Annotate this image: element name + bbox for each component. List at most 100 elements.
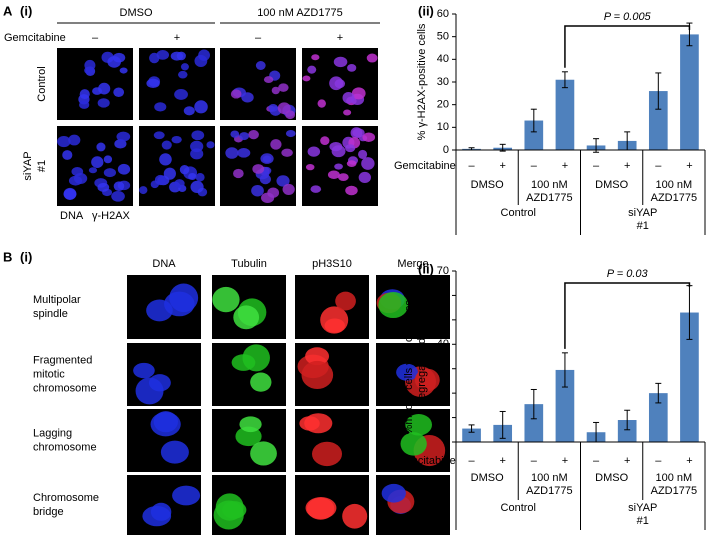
- cell: [180, 63, 189, 71]
- cell: [88, 167, 98, 174]
- group-label: 100 nM: [531, 179, 568, 191]
- cell: [366, 53, 378, 63]
- row-label: chromosome: [33, 441, 97, 453]
- y-tick-label: 0: [443, 436, 449, 448]
- cell: [255, 61, 266, 70]
- y-tick-label: 30: [437, 363, 449, 375]
- cell: [400, 432, 427, 456]
- cell: [174, 89, 188, 100]
- x-tick-label: –: [655, 455, 662, 467]
- cell: [171, 135, 182, 144]
- bar: [680, 312, 699, 442]
- error-bar: [468, 424, 475, 433]
- cell: [312, 441, 343, 467]
- row-label: spindle: [33, 308, 68, 320]
- cell: [230, 89, 242, 99]
- cell: [103, 168, 117, 178]
- group-label: AZD1775: [526, 192, 572, 204]
- bar: [648, 393, 668, 442]
- cell: [194, 100, 208, 114]
- cell: [153, 131, 165, 140]
- cell: [307, 65, 317, 74]
- error-bar: [655, 382, 662, 404]
- cell: [361, 157, 375, 170]
- panel-sublabel: (i): [20, 249, 32, 264]
- cell: [414, 368, 440, 392]
- legend-dna: DNA: [60, 210, 84, 222]
- cell: [233, 305, 260, 330]
- cell: [358, 171, 371, 184]
- group-label: 100 nM: [656, 179, 693, 191]
- cell: [345, 185, 358, 196]
- cell: [150, 502, 172, 521]
- y-tick-label: 50: [437, 314, 449, 326]
- cell: [233, 168, 244, 179]
- cell: [285, 129, 296, 138]
- cell: [179, 164, 190, 175]
- cell: [276, 175, 290, 187]
- cell: [362, 132, 376, 142]
- legend-h2ax: γ-H2AX: [92, 210, 131, 222]
- supergroup-label: siYAP: [628, 207, 657, 219]
- cell: [378, 292, 409, 319]
- bar: [555, 369, 575, 442]
- cell: [198, 49, 211, 61]
- cell: [79, 89, 90, 100]
- cell: [343, 109, 352, 116]
- column-header: 100 nM AZD1775: [257, 7, 343, 19]
- row-label: bridge: [33, 506, 64, 518]
- cell: [270, 139, 282, 150]
- y-tick-label: 60: [437, 289, 449, 301]
- group-label: AZD1775: [651, 485, 697, 497]
- row-label: Lagging: [33, 427, 72, 439]
- cell: [91, 156, 104, 169]
- cell: [239, 416, 262, 433]
- supergroup-label: #1: [637, 220, 649, 232]
- cell: [97, 182, 110, 192]
- cell: [248, 129, 259, 140]
- cell: [225, 147, 239, 159]
- error-bar: [655, 72, 662, 110]
- y-tick-label: 50: [437, 31, 449, 43]
- cell: [71, 167, 84, 177]
- cell: [119, 67, 128, 74]
- cell: [342, 503, 368, 529]
- cell: [161, 140, 172, 150]
- cell: [346, 160, 357, 167]
- error-bar: [530, 388, 537, 420]
- group-label: 100 nM: [656, 472, 693, 484]
- cell: [282, 183, 295, 195]
- y-tick-label: 40: [437, 53, 449, 65]
- cell: [139, 186, 148, 195]
- cell: [304, 413, 333, 434]
- cell: [112, 52, 126, 63]
- cell: [117, 163, 131, 175]
- x-tick-label: +: [686, 160, 692, 172]
- cell: [261, 192, 275, 204]
- x-tick-label: +: [562, 455, 568, 467]
- cell: [159, 153, 172, 166]
- column-header: pH3S10: [312, 258, 352, 270]
- cell: [103, 155, 113, 164]
- supergroup-label: Control: [501, 207, 536, 219]
- supergroup-label: Control: [501, 502, 536, 514]
- bar: [555, 79, 575, 150]
- treatment-sign: +: [337, 32, 343, 44]
- cell: [116, 131, 131, 142]
- bar: [617, 420, 637, 442]
- x-tick-label: +: [562, 160, 568, 172]
- cell: [334, 163, 343, 170]
- cell: [237, 148, 251, 158]
- cell: [190, 140, 204, 153]
- x-tick-label: –: [593, 160, 600, 172]
- cell: [305, 347, 330, 366]
- cell: [92, 87, 103, 95]
- cell: [335, 291, 356, 311]
- cell: [278, 83, 289, 92]
- cell: [97, 98, 110, 108]
- error-bar: [499, 410, 506, 439]
- column-header: DMSO: [120, 7, 153, 19]
- cell: [329, 141, 343, 152]
- panel-label: B: [3, 249, 12, 264]
